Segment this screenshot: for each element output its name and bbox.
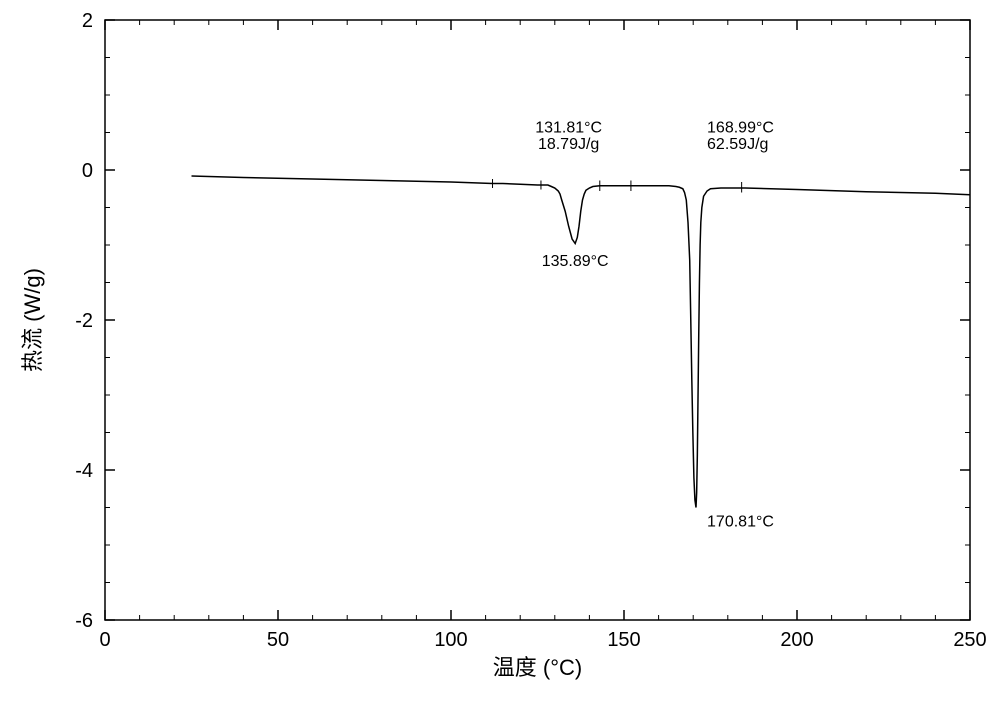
x-tick-label: 200 [780, 629, 813, 651]
y-tick-label: -6 [75, 610, 93, 632]
x-tick-label: 50 [267, 629, 289, 651]
y-tick-label: -2 [75, 310, 93, 332]
peak-annotation: 18.79J/g [538, 136, 599, 153]
plot-frame [105, 20, 970, 620]
peak-annotation: 168.99°C [707, 120, 774, 137]
x-tick-label: 150 [607, 629, 640, 651]
chart-svg: 0 50 100 150 200 250 -6 -4 -2 0 2 温度 (°C) 热流 (W/g) 13… [0, 0, 1000, 705]
dsc-chart: 0 50 100 150 200 250 -6 -4 -2 0 2 温度 (°C) 热流 (W/g) 13… [0, 0, 1000, 705]
x-tick-label: 100 [434, 629, 467, 651]
y-tick-label: 2 [82, 10, 93, 32]
y-tick-label: -4 [75, 460, 93, 482]
peak-annotation: 170.81°C [707, 513, 774, 530]
y-axis-label: 热流 (W/g) [20, 268, 45, 372]
x-tick-label: 0 [99, 629, 110, 651]
peak-annotation: 62.59J/g [707, 136, 768, 153]
x-tick-label: 250 [953, 629, 986, 651]
peak-annotation: 131.81°C [535, 120, 602, 137]
y-tick-label: 0 [82, 160, 93, 182]
x-axis-label: 温度 (°C) [493, 655, 582, 680]
peak-annotation: 135.89°C [542, 253, 609, 270]
